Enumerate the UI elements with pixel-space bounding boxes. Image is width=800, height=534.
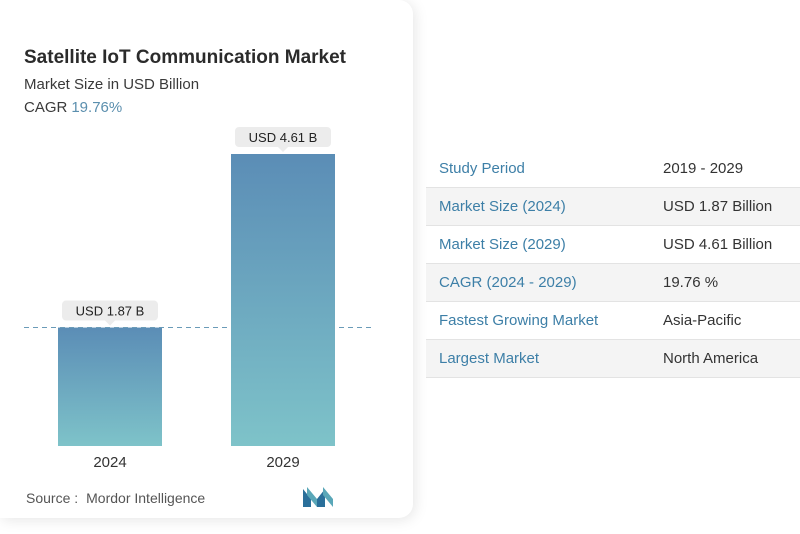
row-value: North America xyxy=(663,350,759,367)
source-label: Source : xyxy=(26,490,79,506)
row-key: Fastest Growing Market xyxy=(439,312,599,329)
row-key: Market Size (2024) xyxy=(439,198,566,215)
chart-card: Satellite IoT Communication Market Marke… xyxy=(24,47,372,507)
row-value: 19.76 % xyxy=(663,274,719,291)
row-key: CAGR (2024 - 2029) xyxy=(439,274,577,291)
data-label: USD 1.87 B xyxy=(76,304,145,319)
row-key: Market Size (2029) xyxy=(439,236,566,253)
cagr-line: CAGR 19.76% xyxy=(24,99,122,116)
table-row: Market Size (2029) USD 4.61 Billion xyxy=(426,226,800,264)
x-tick-label: 2029 xyxy=(266,454,299,471)
table-row: CAGR (2024 - 2029) 19.76 % xyxy=(426,264,800,302)
data-label-pointer xyxy=(278,147,288,152)
source-line: Source : Mordor Intelligence xyxy=(26,490,205,506)
data-label-pointer xyxy=(105,320,115,326)
data-label-bg xyxy=(235,127,331,147)
row-value: USD 4.61 Billion xyxy=(663,236,773,253)
mordor-logo-icon xyxy=(303,487,333,507)
chart-title: Satellite IoT Communication Market xyxy=(24,47,346,68)
table-row: Market Size (2024) USD 1.87 Billion xyxy=(426,188,800,226)
row-key: Study Period xyxy=(439,160,525,177)
bar-2024 xyxy=(58,327,162,446)
cagr-label: CAGR xyxy=(24,99,68,116)
bar-2029 xyxy=(231,154,335,446)
bar-chart: USD 1.87 B 2024 USD 4.61 B 2029 xyxy=(24,127,372,471)
row-value: USD 1.87 Billion xyxy=(663,198,773,215)
data-label-bg xyxy=(62,300,158,321)
table-row: Fastest Growing Market Asia-Pacific xyxy=(426,302,800,340)
row-value: 2019 - 2029 xyxy=(663,160,744,177)
table-row: Largest Market North America xyxy=(426,340,800,378)
table-row: Study Period 2019 - 2029 xyxy=(426,150,800,188)
data-label: USD 4.61 B xyxy=(249,130,318,145)
row-key: Largest Market xyxy=(439,350,540,367)
chart-subtitle: Market Size in USD Billion xyxy=(24,76,200,93)
x-tick-label: 2024 xyxy=(93,454,126,471)
cagr-value: 19.76% xyxy=(71,99,123,116)
source-name: Mordor Intelligence xyxy=(86,490,206,506)
market-summary-table: Study Period 2019 - 2029 Market Size (2024… xyxy=(426,150,800,378)
row-value: Asia-Pacific xyxy=(663,312,742,329)
